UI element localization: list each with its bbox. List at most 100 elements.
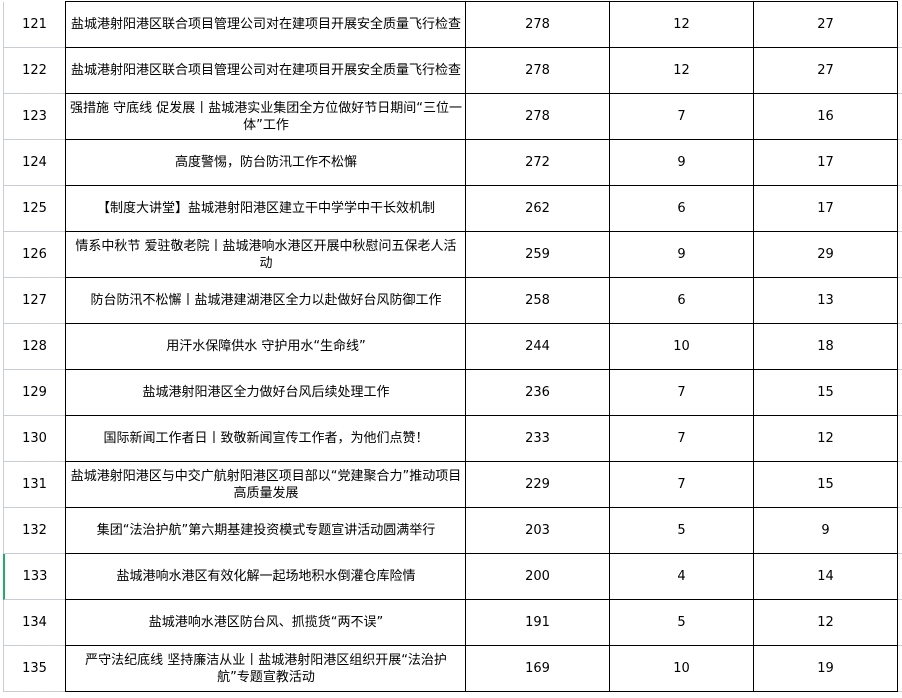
- value-cell-1[interactable]: 200: [465, 554, 609, 600]
- table-row: 131 盐城港射阳港区与中交广航射阳港区项目部以“党建聚合力”推动项目高质量发展 2…: [0, 462, 902, 508]
- value-cell-3[interactable]: 27: [753, 48, 898, 94]
- row-number-cell[interactable]: 134: [3, 600, 65, 646]
- value-cell-3[interactable]: 15: [753, 462, 898, 508]
- row-number-cell[interactable]: 121: [3, 2, 65, 48]
- row-number-cell[interactable]: 123: [3, 94, 65, 140]
- title-cell[interactable]: 情系中秋节 爱驻敬老院丨盐城港响水港区开展中秋慰问五保老人活动: [65, 232, 466, 278]
- row-number-cell[interactable]: 122: [3, 48, 65, 94]
- title-cell[interactable]: 用汗水保障供水 守护用水“生命线”: [65, 324, 466, 370]
- title-cell[interactable]: 严守法纪底线 坚持廉洁从业丨盐城港射阳港区组织开展“法治护航”专题宣教活动: [65, 646, 466, 692]
- empty-cell[interactable]: [898, 554, 902, 600]
- title-cell[interactable]: 【制度大讲堂】盐城港射阳港区建立干中学学中干长效机制: [65, 186, 466, 232]
- value-cell-3[interactable]: 27: [753, 2, 898, 48]
- value-cell-1[interactable]: 278: [465, 2, 609, 48]
- value-cell-3[interactable]: 12: [753, 600, 898, 646]
- row-number-cell[interactable]: 124: [3, 140, 65, 186]
- value-cell-3[interactable]: 13: [753, 278, 898, 324]
- value-cell-3[interactable]: 9: [753, 508, 898, 554]
- value-cell-1[interactable]: 258: [465, 278, 609, 324]
- value-cell-1[interactable]: 272: [465, 140, 609, 186]
- empty-cell[interactable]: [898, 48, 902, 94]
- empty-cell[interactable]: [898, 2, 902, 48]
- value-cell-3[interactable]: 19: [753, 646, 898, 692]
- table-row: 122 盐城港射阳港区联合项目管理公司对在建项目开展安全质量飞行检查 278 12 27: [0, 48, 902, 94]
- value-cell-2[interactable]: 5: [609, 600, 753, 646]
- title-cell[interactable]: 盐城港响水港区防台风、抓揽货“两不误”: [65, 600, 466, 646]
- value-cell-2[interactable]: 7: [609, 462, 753, 508]
- value-cell-2[interactable]: 9: [609, 232, 753, 278]
- value-cell-2[interactable]: 7: [609, 416, 753, 462]
- title-cell[interactable]: 盐城港射阳港区联合项目管理公司对在建项目开展安全质量飞行检查: [65, 2, 466, 48]
- row-number-cell[interactable]: 126: [3, 232, 65, 278]
- value-cell-3[interactable]: 18: [753, 324, 898, 370]
- value-cell-1[interactable]: 203: [465, 508, 609, 554]
- row-number-cell[interactable]: 125: [3, 186, 65, 232]
- value-cell-3[interactable]: 12: [753, 416, 898, 462]
- title-cell[interactable]: 高度警惕，防台防汛工作不松懈: [65, 140, 466, 186]
- value-cell-1[interactable]: 191: [465, 600, 609, 646]
- title-cell[interactable]: 防台防汛不松懈丨盐城港建湖港区全力以赴做好台风防御工作: [65, 278, 466, 324]
- table-row: 133 盐城港响水港区有效化解一起场地积水倒灌仓库险情 200 4 14: [0, 554, 902, 600]
- row-number-cell[interactable]: 130: [3, 416, 65, 462]
- empty-cell[interactable]: [898, 186, 902, 232]
- empty-cell[interactable]: [898, 416, 902, 462]
- row-number-cell[interactable]: 132: [3, 508, 65, 554]
- value-cell-2[interactable]: 7: [609, 94, 753, 140]
- empty-cell[interactable]: [898, 94, 902, 140]
- row-number-cell[interactable]: 135: [3, 646, 65, 692]
- empty-cell[interactable]: [898, 600, 902, 646]
- value-cell-3[interactable]: 17: [753, 186, 898, 232]
- empty-cell[interactable]: [898, 232, 902, 278]
- value-cell-3[interactable]: 17: [753, 140, 898, 186]
- row-number-cell[interactable]: 133: [3, 554, 65, 600]
- value-cell-2[interactable]: 10: [609, 324, 753, 370]
- value-cell-1[interactable]: 278: [465, 48, 609, 94]
- empty-cell[interactable]: [898, 324, 902, 370]
- title-cell[interactable]: 国际新闻工作者日丨致敬新闻宣传工作者，为他们点赞！: [65, 416, 466, 462]
- value-cell-3[interactable]: 15: [753, 370, 898, 416]
- value-cell-2[interactable]: 5: [609, 508, 753, 554]
- value-cell-2[interactable]: 4: [609, 554, 753, 600]
- value-cell-1[interactable]: 259: [465, 232, 609, 278]
- value-cell-1[interactable]: 262: [465, 186, 609, 232]
- table-row: 127 防台防汛不松懈丨盐城港建湖港区全力以赴做好台风防御工作 258 6 13: [0, 278, 902, 324]
- row-number-cell[interactable]: 128: [3, 324, 65, 370]
- value-cell-1[interactable]: 244: [465, 324, 609, 370]
- value-cell-2[interactable]: 10: [609, 646, 753, 692]
- empty-cell[interactable]: [898, 462, 902, 508]
- value-cell-1[interactable]: 229: [465, 462, 609, 508]
- value-cell-2[interactable]: 9: [609, 140, 753, 186]
- row-number-cell[interactable]: 127: [3, 278, 65, 324]
- table-top-border: [65, 0, 898, 2]
- empty-cell[interactable]: [898, 646, 902, 692]
- table-row: 121 盐城港射阳港区联合项目管理公司对在建项目开展安全质量飞行检查 278 12 27: [0, 2, 902, 48]
- value-cell-2[interactable]: 12: [609, 2, 753, 48]
- value-cell-1[interactable]: 278: [465, 94, 609, 140]
- value-cell-2[interactable]: 12: [609, 48, 753, 94]
- value-cell-2[interactable]: 6: [609, 278, 753, 324]
- empty-cell[interactable]: [898, 370, 902, 416]
- value-cell-3[interactable]: 14: [753, 554, 898, 600]
- empty-cell[interactable]: [898, 140, 902, 186]
- value-cell-2[interactable]: 6: [609, 186, 753, 232]
- table-row: 129 盐城港射阳港区全力做好台风后续处理工作 236 7 15: [0, 370, 902, 416]
- row-number-cell[interactable]: 129: [3, 370, 65, 416]
- value-cell-3[interactable]: 29: [753, 232, 898, 278]
- title-cell[interactable]: 强措施 守底线 促发展丨盐城港实业集团全方位做好节日期间“三位一体”工作: [65, 94, 466, 140]
- value-cell-1[interactable]: 233: [465, 416, 609, 462]
- table-row: 132 集团“法治护航”第六期基建投资模式专题宣讲活动圆满举行 203 5 9: [0, 508, 902, 554]
- empty-cell[interactable]: [898, 278, 902, 324]
- table-row: 128 用汗水保障供水 守护用水“生命线” 244 10 18: [0, 324, 902, 370]
- title-cell[interactable]: 盐城港射阳港区全力做好台风后续处理工作: [65, 370, 466, 416]
- value-cell-1[interactable]: 169: [465, 646, 609, 692]
- value-cell-1[interactable]: 236: [465, 370, 609, 416]
- title-cell[interactable]: 盐城港射阳港区联合项目管理公司对在建项目开展安全质量飞行检查: [65, 48, 466, 94]
- title-cell[interactable]: 盐城港响水港区有效化解一起场地积水倒灌仓库险情: [65, 554, 466, 600]
- title-cell[interactable]: 集团“法治护航”第六期基建投资模式专题宣讲活动圆满举行: [65, 508, 466, 554]
- row-number-cell[interactable]: 131: [3, 462, 65, 508]
- title-cell[interactable]: 盐城港射阳港区与中交广航射阳港区项目部以“党建聚合力”推动项目高质量发展: [65, 462, 466, 508]
- table-row: 124 高度警惕，防台防汛工作不松懈 272 9 17: [0, 140, 902, 186]
- value-cell-2[interactable]: 7: [609, 370, 753, 416]
- value-cell-3[interactable]: 16: [753, 94, 898, 140]
- empty-cell[interactable]: [898, 508, 902, 554]
